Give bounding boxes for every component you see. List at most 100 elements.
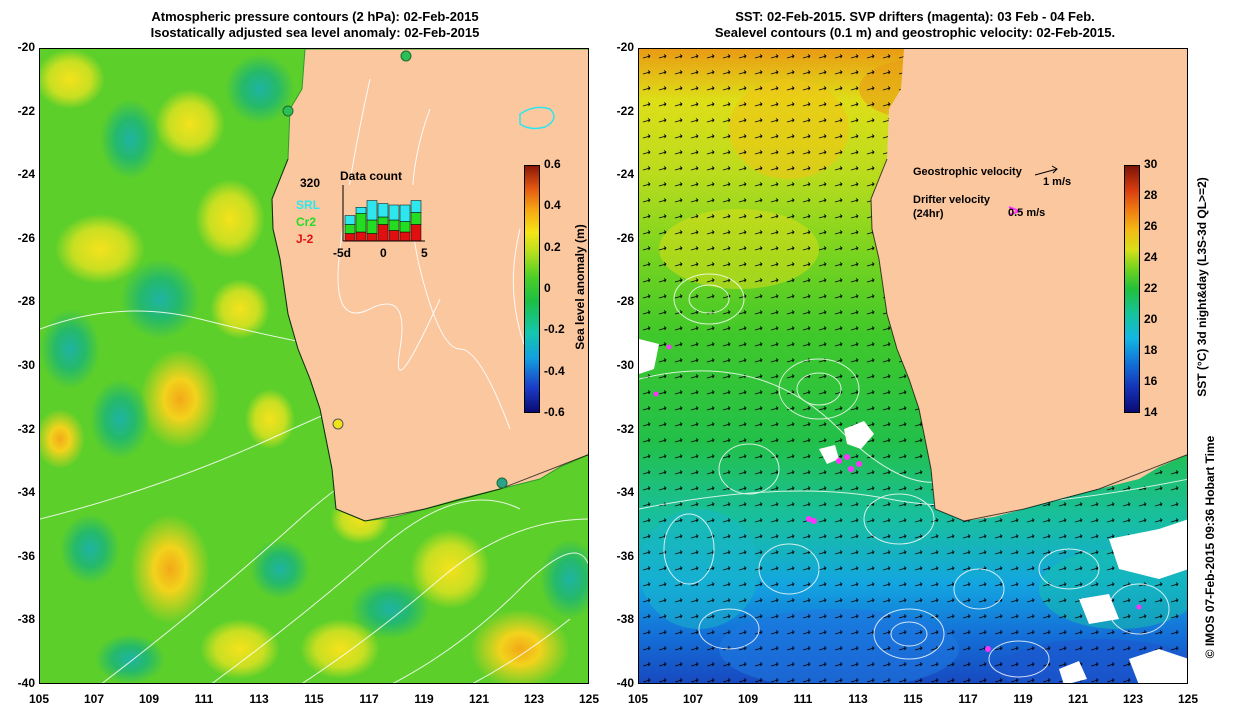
- sst-colorbar-tick: 16: [1144, 374, 1158, 388]
- right-ytick: -32: [616, 421, 634, 436]
- right-ytick: -28: [616, 294, 634, 309]
- inset-legend-j2: J-2: [296, 232, 314, 246]
- sea-level-colorbar-label: Sea level anomaly (m): [573, 224, 587, 350]
- imos-credit: © IMOS 07-Feb-2015 09:36 Hobart Time: [1203, 435, 1217, 659]
- inset-bar: [399, 204, 411, 222]
- right-xtick: 123: [1122, 692, 1144, 706]
- right-xtick: 111: [793, 692, 813, 706]
- sst-colorbar-tick: 30: [1144, 157, 1158, 171]
- right-ytick: -26: [616, 230, 634, 245]
- sst-colorbar-tick: 20: [1144, 312, 1158, 326]
- right-xtick: 105: [627, 692, 649, 706]
- right-ytick: -36: [616, 548, 634, 563]
- inset-bar: [355, 213, 367, 233]
- right-ytick: -38: [616, 612, 634, 627]
- inset-title: Data count: [340, 169, 403, 183]
- drifter-velocity-24hr: (24hr): [913, 208, 944, 220]
- sea-level-colorbar-tick: 0: [544, 281, 551, 295]
- inset-bar: [410, 224, 422, 242]
- left-xtick: 115: [304, 692, 324, 706]
- left-xtick: 125: [578, 692, 600, 706]
- left-ytick: -38: [17, 612, 35, 627]
- inset-bar: [399, 231, 411, 242]
- inset-bar: [344, 224, 356, 234]
- inset-bar: [377, 216, 389, 225]
- left-xtick: 109: [138, 692, 160, 706]
- left-xtick: 111: [194, 692, 214, 706]
- sst-colorbar-tick: 14: [1144, 405, 1158, 419]
- left-xtick: 105: [28, 692, 50, 706]
- right-xtick: 119: [1013, 692, 1033, 706]
- inset-xtick-0: 0: [380, 246, 387, 260]
- right-title-line1: SST: 02-Feb-2015. SVP drifters (magenta)…: [735, 9, 1095, 24]
- inset-bar: [344, 215, 356, 225]
- left-ytick: -20: [17, 40, 35, 54]
- sst-colorbar-tick: 22: [1144, 281, 1158, 295]
- right-ytick: -34: [616, 485, 634, 500]
- inset-bars: [344, 200, 422, 242]
- right-xtick: 115: [903, 692, 923, 706]
- sst-map[interactable]: [638, 48, 1188, 684]
- sea-level-colorbar-tick: 0.4: [544, 198, 561, 213]
- left-ytick: -34: [17, 485, 35, 500]
- inset-legend-srl: SRL: [296, 198, 320, 212]
- left-ytick: -26: [17, 230, 35, 245]
- left-ytick: -22: [17, 103, 35, 118]
- left-ytick: -24: [17, 167, 35, 182]
- sst-colorbar-label: SST (°C) 3d night&day (L3S-3d QL>=2): [1195, 177, 1209, 397]
- left-xtick: 121: [468, 692, 490, 706]
- left-xtick: 117: [359, 692, 379, 706]
- right-xtick: 113: [848, 692, 868, 706]
- right-map-title: SST: 02-Feb-2015. SVP drifters (magenta)…: [640, 9, 1190, 41]
- sst-colorbar-tick: 26: [1144, 219, 1158, 233]
- sst-colorbar-tick: 28: [1144, 188, 1158, 202]
- inset-bar: [388, 204, 400, 221]
- inset-count: 320: [300, 176, 321, 190]
- sst-colorbar-tick: 24: [1144, 250, 1158, 264]
- inset-bar: [366, 200, 378, 221]
- inset-bar: [410, 200, 422, 213]
- drifter-velocity-label: Drifter velocity: [913, 194, 991, 206]
- left-xtick: 113: [249, 692, 269, 706]
- drifter-velocity-scale: 0.5 m/s: [1008, 207, 1046, 219]
- sea-level-colorbar-tick: 0.6: [544, 157, 561, 171]
- inset-legend-cr2: Cr2: [296, 215, 317, 229]
- anomaly-blobs: [40, 49, 588, 683]
- right-xtick: 125: [1177, 692, 1199, 706]
- inset-bar: [377, 224, 389, 242]
- sea-level-colorbar: [524, 165, 540, 413]
- inset-xtick-5: 5: [421, 246, 428, 260]
- left-title-line1: Atmospheric pressure contours (2 hPa): 0…: [151, 9, 479, 24]
- right-ytick: -22: [616, 103, 634, 118]
- drifter-tracks: [653, 344, 1142, 652]
- left-ytick: -30: [17, 358, 35, 372]
- inset-bar: [377, 203, 389, 218]
- inset-bar: [366, 233, 378, 242]
- right-ytick: -40: [616, 676, 634, 690]
- inset-bar: [388, 219, 400, 231]
- sea-level-anomaly-map[interactable]: [39, 48, 589, 684]
- cloud-gaps: [639, 339, 1187, 683]
- sst-colorbar-tick: 18: [1144, 343, 1158, 357]
- right-ytick: -20: [616, 40, 634, 54]
- right-ytick: -30: [616, 358, 634, 372]
- inset-bar: [355, 207, 367, 214]
- left-xtick: 123: [523, 692, 545, 706]
- sea-level-colorbar-tick: -0.6: [544, 405, 565, 419]
- right-xtick: 107: [682, 692, 704, 706]
- sea-level-contours: [639, 273, 1187, 678]
- inset-bar: [410, 212, 422, 225]
- left-ytick: -32: [17, 421, 35, 436]
- left-ytick: -28: [17, 294, 35, 309]
- geo-velocity-label: Geostrophic velocity: [913, 166, 1022, 178]
- right-xtick: 109: [737, 692, 759, 706]
- inset-xtick-neg5: -5d: [333, 246, 351, 260]
- sst-colorbar: [1124, 165, 1140, 413]
- left-map-title: Atmospheric pressure contours (2 hPa): 0…: [40, 9, 590, 41]
- right-title-line2: Sealevel contours (0.1 m) and geostrophi…: [714, 25, 1116, 40]
- inset-bar: [355, 231, 367, 242]
- left-title-line2: Isostatically adjusted sea level anomaly…: [150, 25, 480, 40]
- right-xtick: 117: [958, 692, 978, 706]
- sea-level-colorbar-tick: -0.4: [544, 363, 565, 378]
- left-xtick: 107: [83, 692, 105, 706]
